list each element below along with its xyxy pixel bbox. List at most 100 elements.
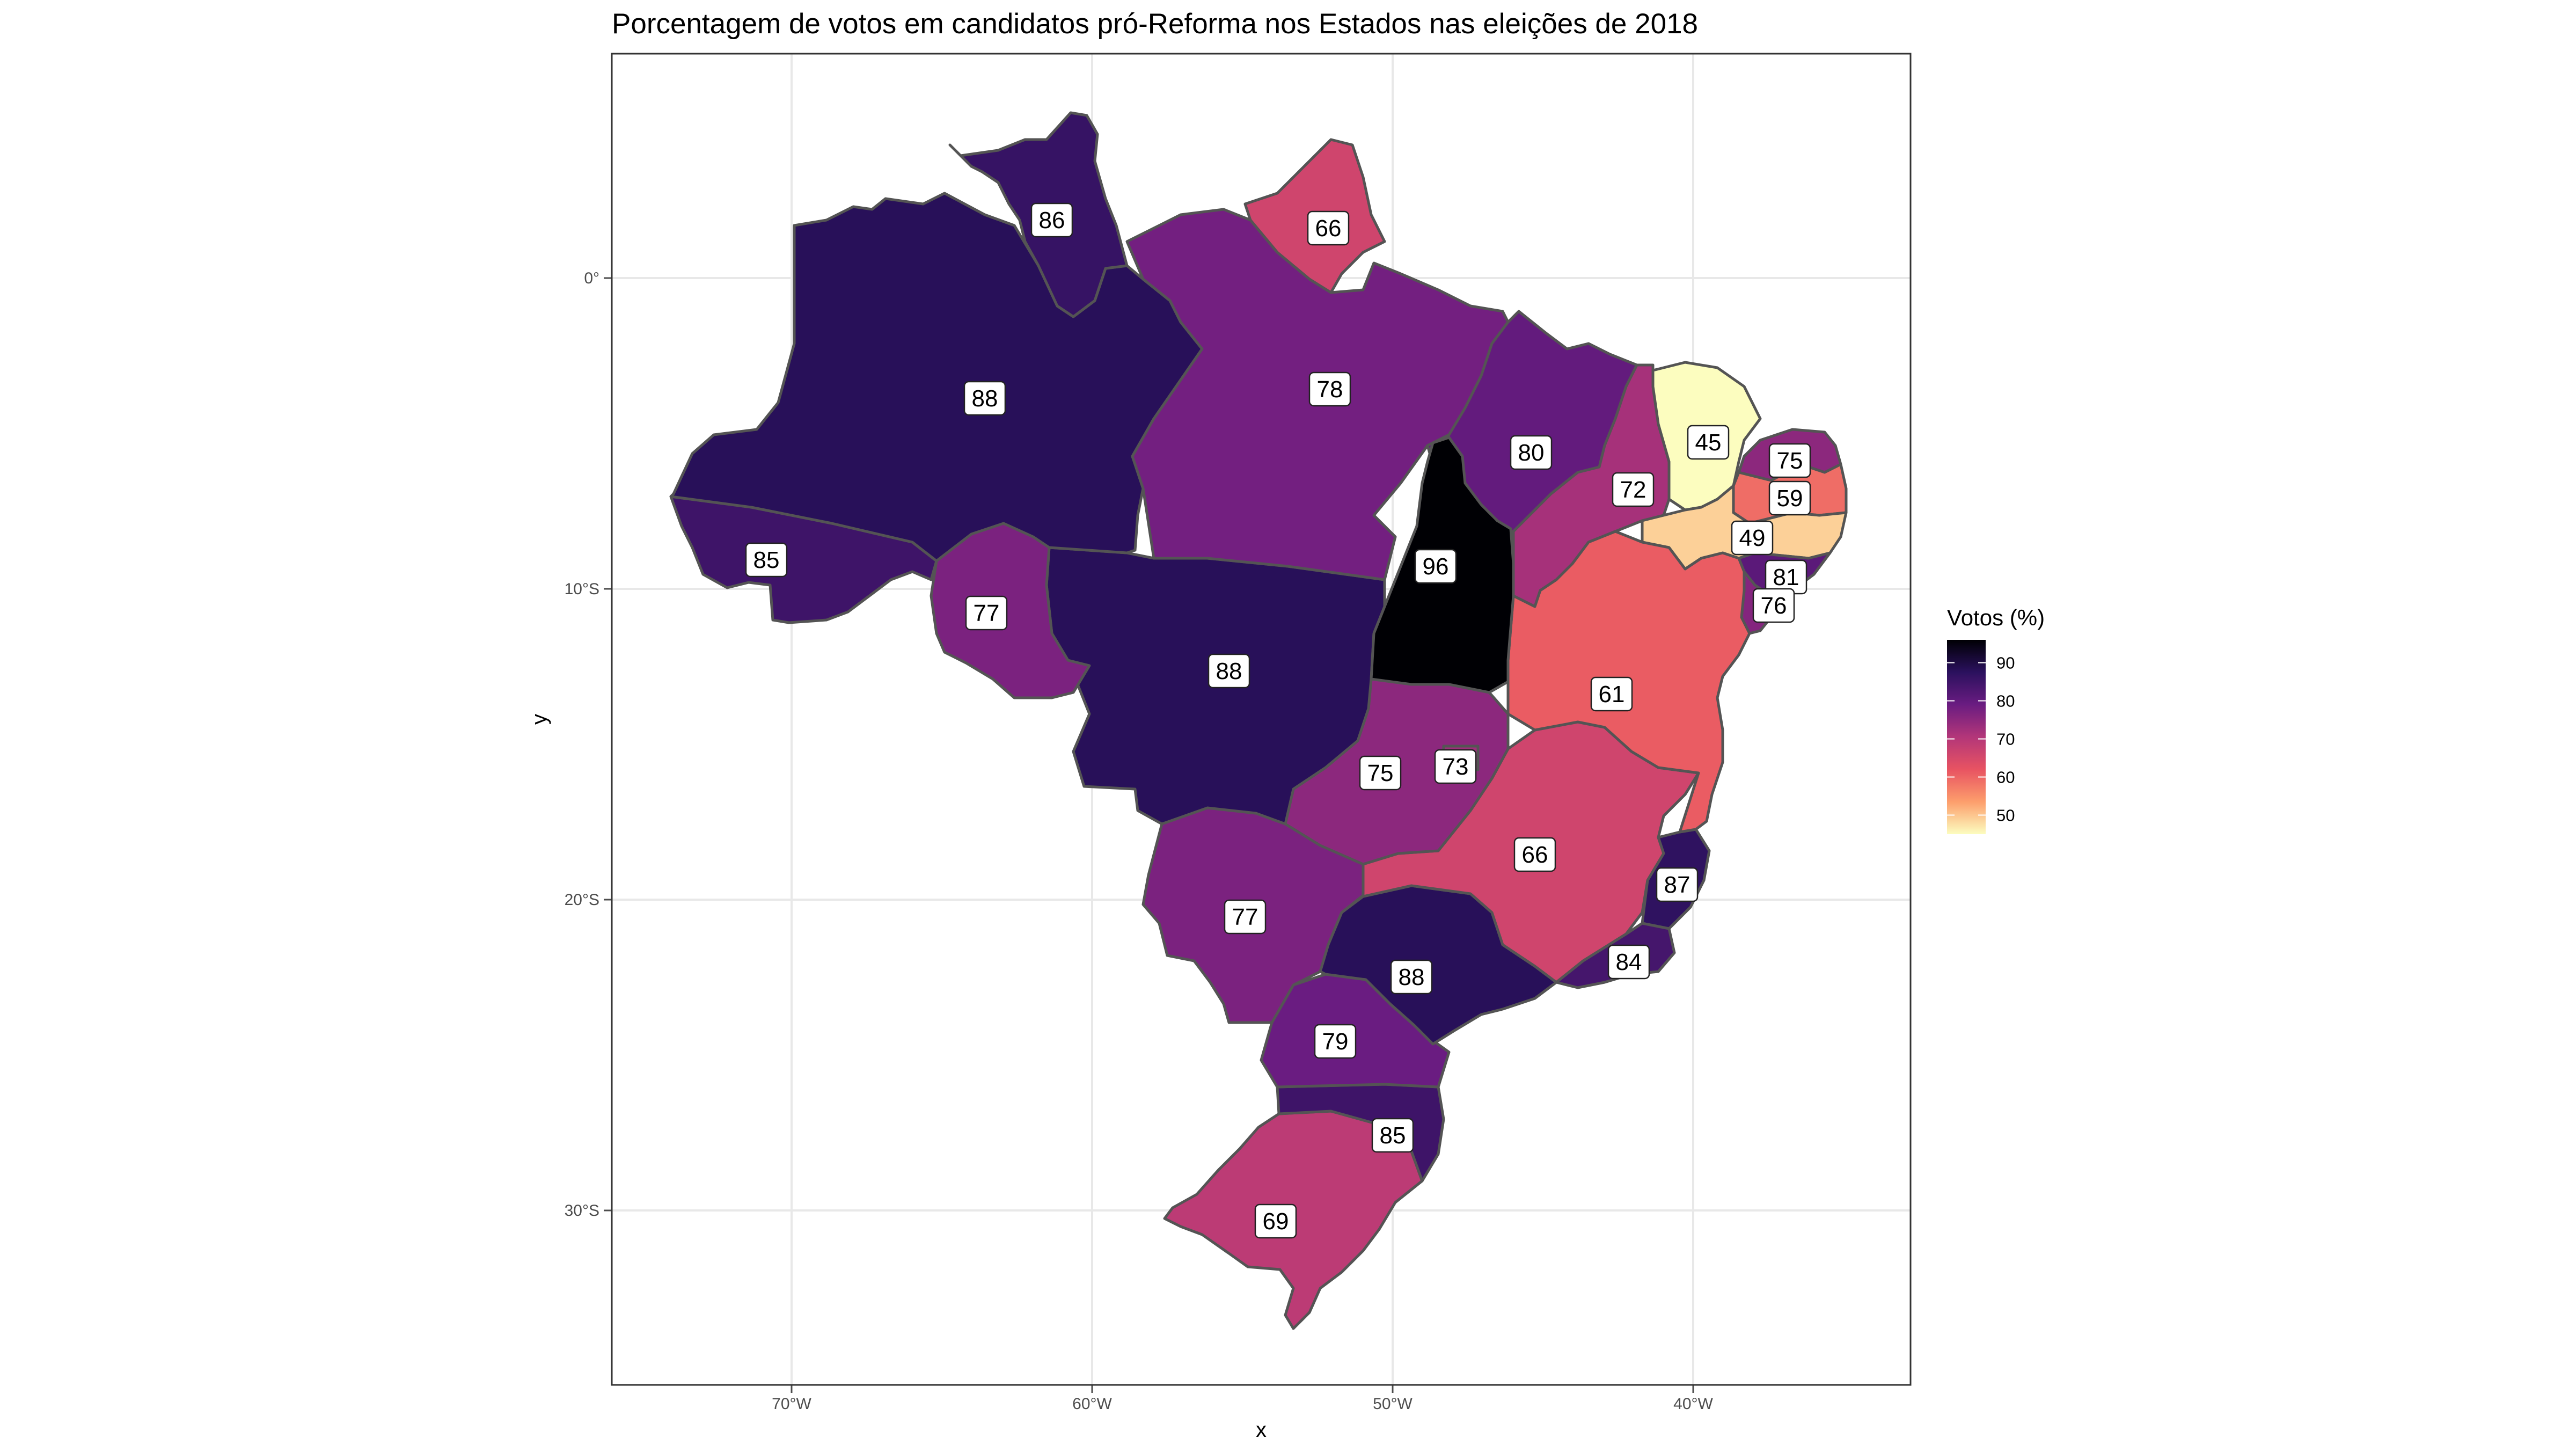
state-value-text: 77 (1232, 904, 1258, 930)
state-value-text: 76 (1761, 593, 1787, 619)
state-value-label-box (1208, 653, 1250, 689)
y-axis: 0° 10°S 20°S 30°S y (528, 269, 612, 1220)
state-value-label: 87 (1656, 867, 1699, 902)
x-tick-label: 70°W (772, 1395, 811, 1413)
x-tick-label: 50°W (1373, 1395, 1413, 1413)
state-value-text: 88 (972, 385, 998, 412)
state-value-text: 75 (1777, 448, 1803, 474)
state-value-text: 45 (1695, 429, 1722, 456)
state-value-text: 66 (1522, 842, 1548, 868)
state-value-label: 86 (1030, 202, 1073, 238)
state-value-text: 73 (1443, 754, 1469, 780)
legend-tick-label: 90 (1996, 654, 2015, 673)
state-value-text: 80 (1518, 440, 1545, 466)
panel-border (611, 53, 1912, 1386)
state-value-label: 88 (963, 381, 1006, 416)
state-value-label-box (1314, 1024, 1357, 1059)
state-value-label: 78 (1308, 371, 1351, 407)
state-value-label-box (1731, 520, 1774, 556)
state-value-text: 87 (1664, 872, 1690, 898)
state-value-text: 88 (1399, 964, 1425, 990)
legend-tick-label: 50 (1996, 806, 2015, 825)
state-value-label: 80 (1510, 435, 1553, 470)
state-value-label: 69 (1254, 1203, 1297, 1239)
state-value-label: 81 (1765, 559, 1807, 595)
state-value-label: 66 (1513, 837, 1556, 872)
state-value-label-box (1371, 1118, 1414, 1153)
state-value-label-box (1030, 202, 1073, 238)
state-value-label: 88 (1390, 959, 1433, 995)
state-value-label-box (1224, 899, 1267, 935)
state-value-label-box (1687, 425, 1730, 460)
x-axis-title: x (1256, 1418, 1267, 1442)
state-value-label: 45 (1687, 425, 1730, 460)
state-value-label: 66 (1307, 210, 1350, 246)
state-value-label: 75 (1359, 755, 1402, 791)
state-value-label: 84 (1607, 944, 1650, 980)
state-value-text: 72 (1620, 477, 1646, 503)
state-value-label-box (1656, 867, 1699, 902)
state-value-text: 79 (1322, 1028, 1349, 1055)
state-labels: 86 66 88 78 80 72 45 75 59 49 81 76 85 77 96 88 61 75 73 66… (745, 202, 1811, 1239)
state-value-text: 78 (1317, 376, 1343, 403)
state-value-label-box (1768, 480, 1811, 516)
state-value-label: 75 (1768, 443, 1811, 478)
y-tick-label: 10°S (565, 580, 599, 598)
state-value-label: 49 (1731, 520, 1774, 556)
state-value-text: 75 (1367, 760, 1394, 786)
state-value-text: 88 (1216, 658, 1242, 684)
state-value-label: 76 (1752, 588, 1795, 623)
chart-title: Porcentagem de votos em candidatos pró-R… (612, 8, 1698, 40)
state-value-text: 66 (1315, 215, 1342, 242)
state-value-label-box (1612, 472, 1655, 507)
state-value-label: 85 (745, 542, 788, 578)
state-value-label: 72 (1612, 472, 1655, 507)
state-value-label: 77 (965, 595, 1008, 631)
state-value-label-box (745, 542, 788, 578)
y-tick-label: 20°S (565, 891, 599, 909)
legend-tick-label: 60 (1996, 768, 2015, 787)
state-value-label: 77 (1224, 899, 1267, 935)
state-value-label-box (1607, 944, 1650, 980)
state-value-label-box (965, 595, 1008, 631)
state-value-text: 61 (1599, 681, 1625, 707)
state-value-label-box (1510, 435, 1553, 470)
state-value-text: 77 (974, 600, 1000, 626)
state-value-label-box (1768, 443, 1811, 478)
y-axis-title: y (528, 714, 551, 725)
state-value-label: 79 (1314, 1024, 1357, 1059)
state-value-text: 69 (1263, 1208, 1289, 1235)
state-value-text: 86 (1039, 207, 1065, 234)
legend-title: Votos (%) (1947, 605, 2045, 630)
state-value-label-box (1254, 1203, 1297, 1239)
legend-tick-label: 80 (1996, 692, 2015, 711)
state-value-text: 59 (1777, 485, 1803, 512)
state-value-label: 59 (1768, 480, 1811, 516)
y-tick-label: 30°S (565, 1202, 599, 1220)
legend-colorbar (1947, 640, 1986, 834)
state-value-label: 61 (1590, 676, 1633, 712)
legend-ticks: 90 80 70 60 50 (1947, 654, 2015, 825)
y-tick-label: 0° (584, 269, 599, 287)
state-value-text: 85 (753, 547, 780, 573)
state-value-label-box (1590, 676, 1633, 712)
state-value-label: 73 (1434, 749, 1477, 784)
x-axis: 70°W 60°W 50°W 40°W x (772, 1385, 1714, 1442)
state-value-text: 85 (1380, 1122, 1406, 1149)
state-value-text: 49 (1739, 525, 1766, 551)
state-value-label-box (1414, 549, 1457, 584)
x-tick-label: 40°W (1673, 1395, 1713, 1413)
x-tick-label: 60°W (1072, 1395, 1112, 1413)
legend-tick-label: 70 (1996, 730, 2015, 749)
state-value-label: 88 (1208, 653, 1250, 689)
state-value-label-box (1307, 210, 1350, 246)
state-value-text: 96 (1423, 553, 1449, 580)
state-value-label-box (1752, 588, 1795, 623)
state-value-label-box (1390, 959, 1433, 995)
state-value-label-box (1513, 837, 1556, 872)
state-value-label-box (1308, 371, 1351, 407)
state-value-label-box (1434, 749, 1477, 784)
state-value-text: 84 (1616, 949, 1642, 975)
